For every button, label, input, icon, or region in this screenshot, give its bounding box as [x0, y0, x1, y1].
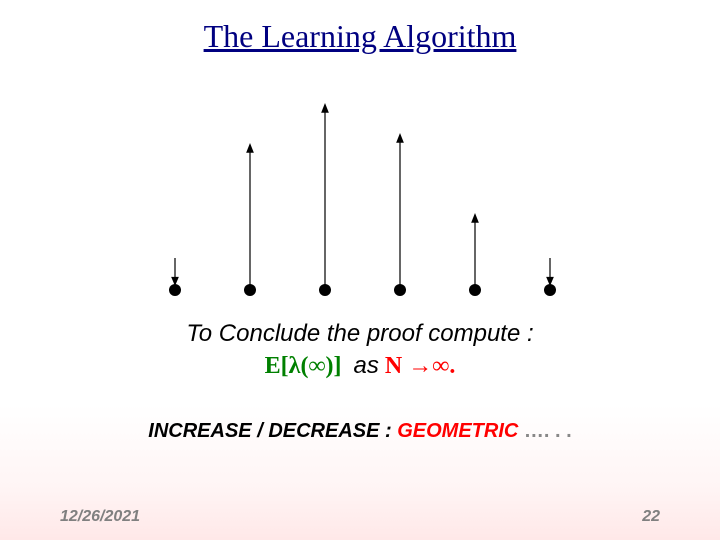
trailing-dots: …. . . — [518, 420, 571, 442]
arrows-diagram — [155, 90, 565, 300]
increase-decrease-line: INCREASE / DECREASE : GEOMETRIC …. . . — [0, 420, 720, 443]
decrease-label: DECREASE : — [263, 420, 392, 442]
slide-title: The Learning Algorithm — [0, 0, 720, 55]
formula-line: E[λ(∞)] as N →∞. — [0, 352, 720, 380]
formula-expr: E[λ(∞)] — [265, 353, 342, 379]
formula-rhs: N →∞. — [385, 353, 455, 379]
conclude-text: To Conclude the proof compute : — [0, 320, 720, 348]
footer-page-number: 22 — [642, 508, 660, 526]
footer-date: 12/26/2021 — [60, 508, 140, 526]
formula-as: as — [354, 352, 379, 379]
geometric-label: GEOMETRIC — [392, 420, 519, 442]
increase-label: INCREASE / — [148, 420, 262, 442]
